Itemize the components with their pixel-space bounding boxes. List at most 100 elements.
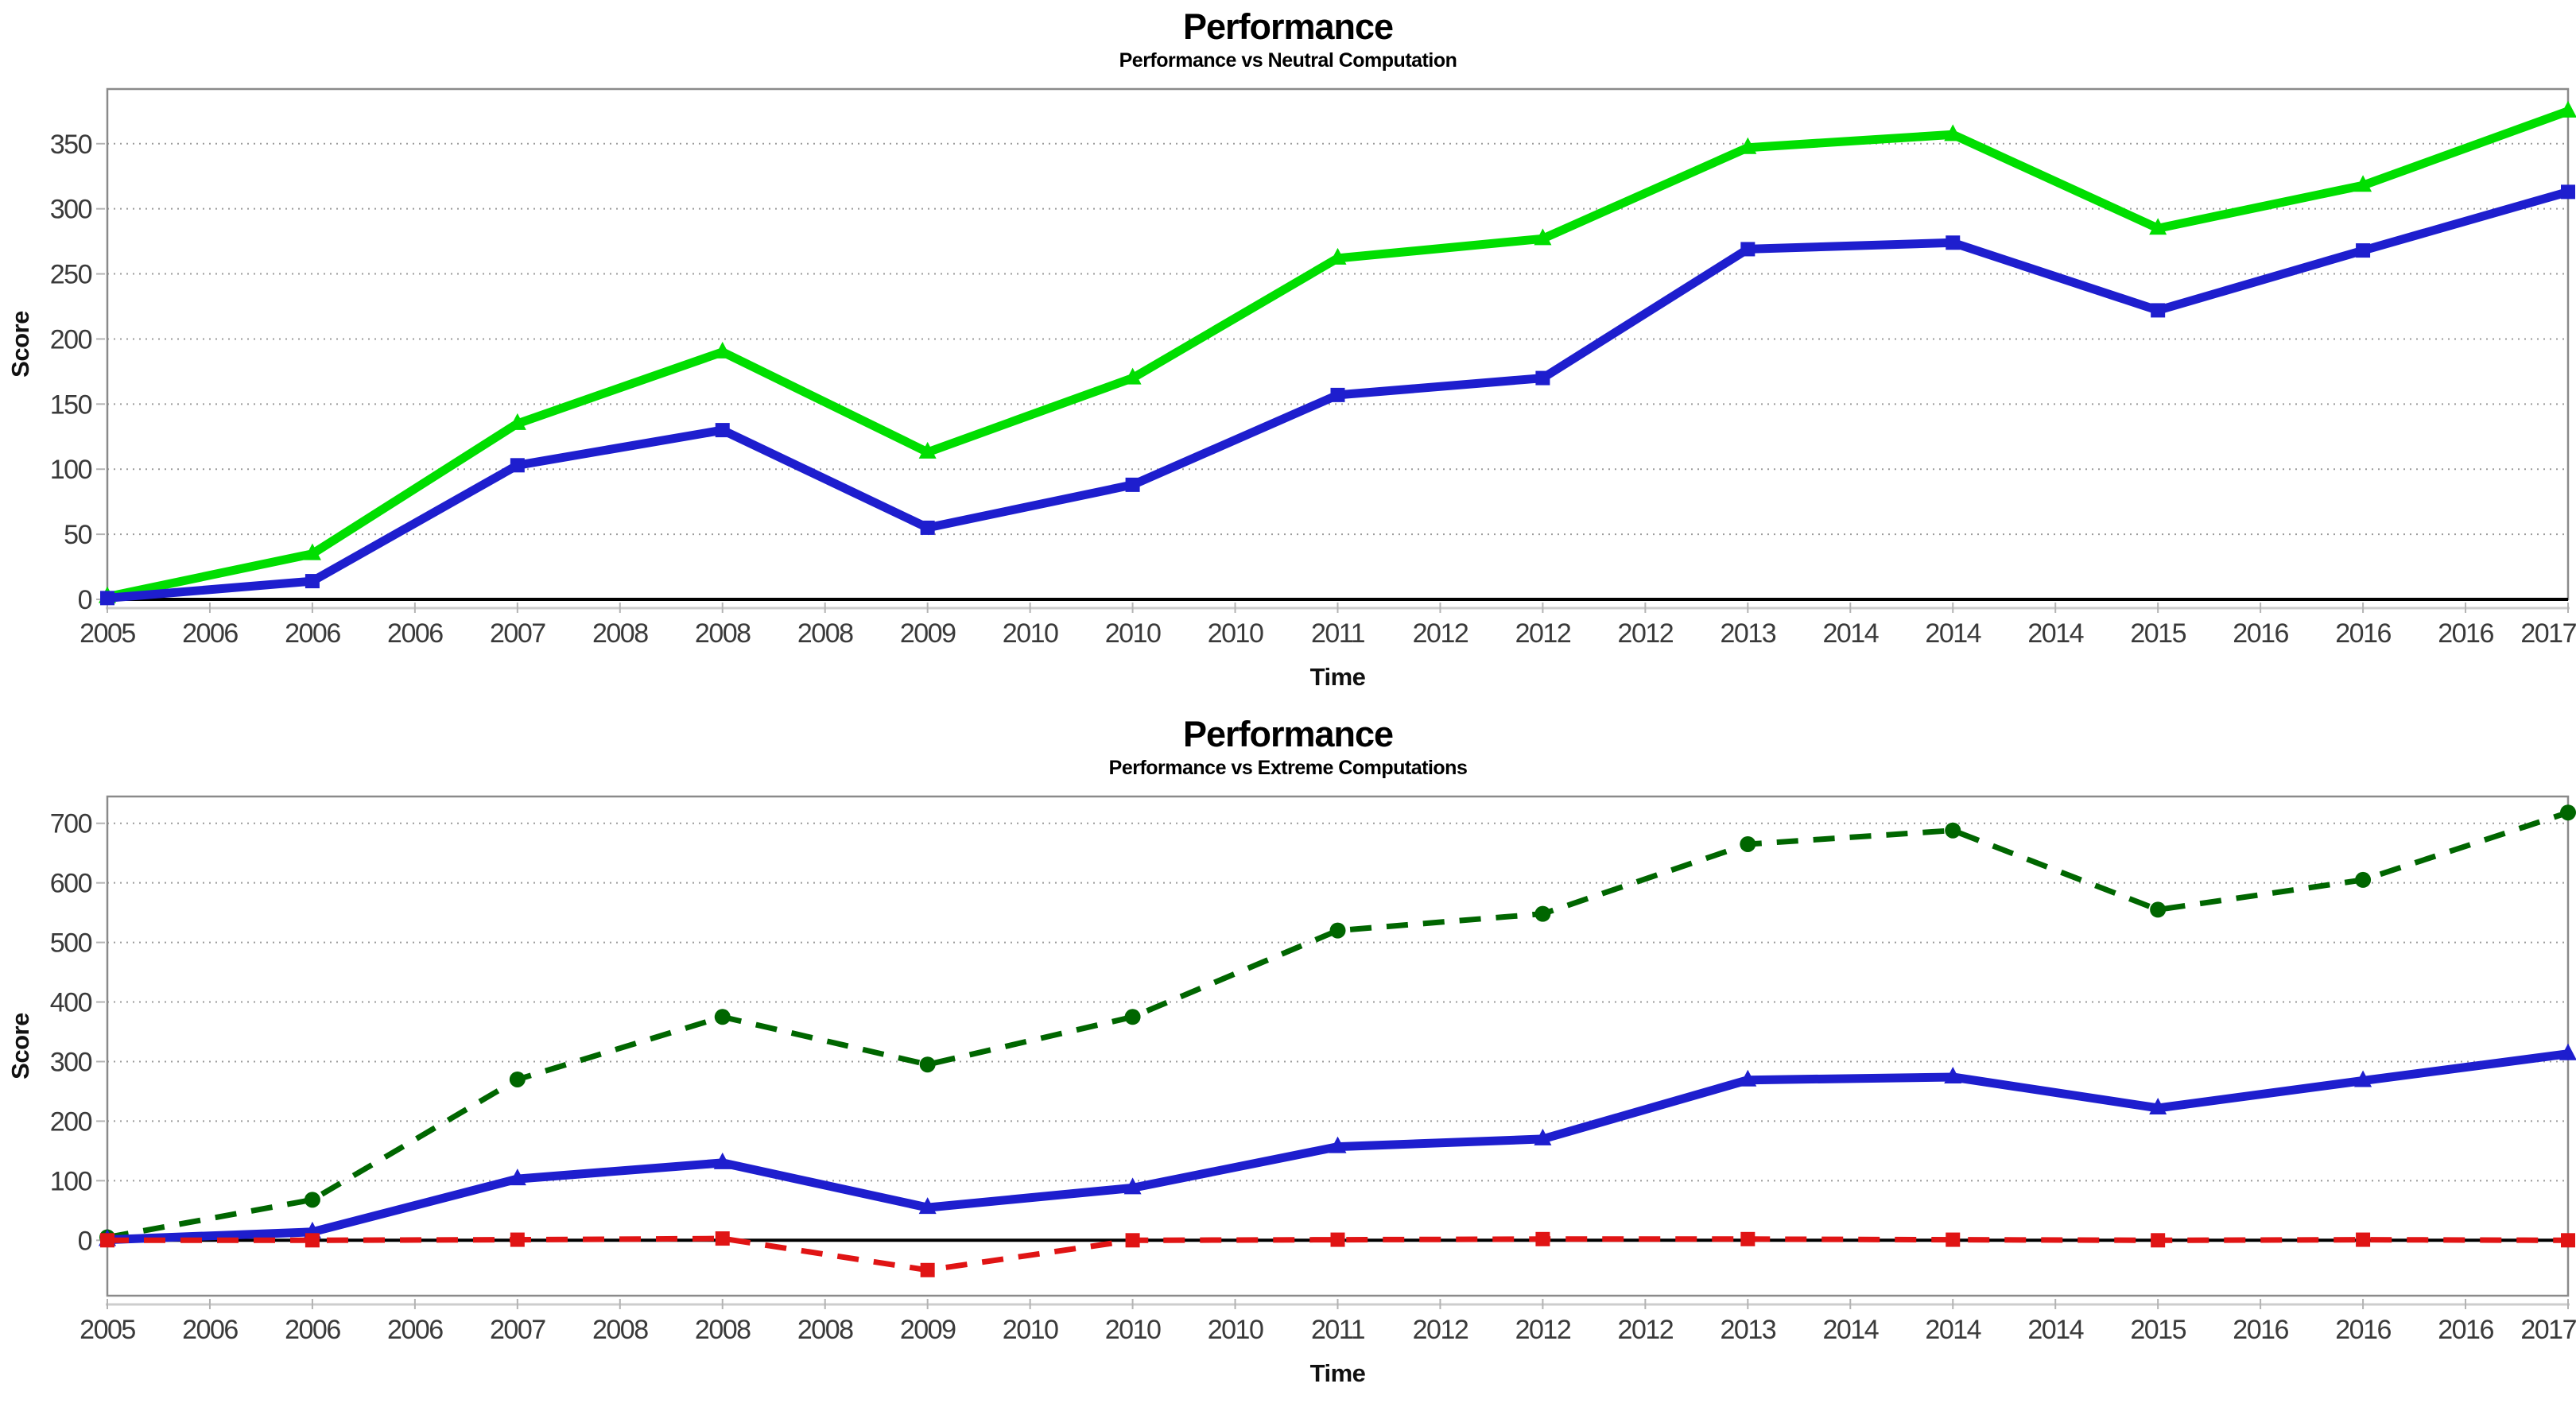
marker-triangle <box>2354 1070 2372 1087</box>
marker-square <box>1125 477 1140 492</box>
x-tick-label: 2012 <box>1618 1315 1674 1345</box>
bottom-chart-title: Performance <box>1182 714 1394 754</box>
marker-triangle <box>1739 1069 1757 1087</box>
x-tick-label: 2014 <box>1925 618 1980 649</box>
marker-circle <box>919 1056 936 1073</box>
marker-square <box>1740 1231 1755 1246</box>
x-axis-label: Time <box>1310 663 1366 687</box>
marker-square <box>100 591 114 606</box>
y-axis-ticks: 0 50 100 150 200 250 300 350 <box>50 130 105 615</box>
marker-square <box>1330 387 1345 402</box>
bottom-chart-subtitle: Performance vs Extreme Computations <box>1108 757 1468 779</box>
y-axis-label: Score <box>6 311 34 378</box>
marker-square <box>2561 1233 2575 1248</box>
marker-circle <box>304 1192 320 1208</box>
marker-circle <box>2355 871 2372 888</box>
marker-square <box>1330 1232 1345 1247</box>
y-tick-label: 50 <box>64 520 91 550</box>
marker-circle <box>1740 835 1756 852</box>
x-tick-label: 2017 <box>2520 618 2576 649</box>
x-tick-label: 2010 <box>1105 1315 1161 1345</box>
series-green-solid <box>99 100 2576 603</box>
x-tick-label: 2007 <box>490 1315 545 1345</box>
y-axis-ticks: 0 100 200 300 400 500 600 700 <box>50 809 105 1256</box>
x-tick-label: 2012 <box>1515 1315 1571 1345</box>
marker-triangle <box>1329 1136 1347 1153</box>
x-tick-label: 2016 <box>2438 618 2493 649</box>
series-line <box>103 107 2573 602</box>
x-tick-label: 2011 <box>1311 1315 1365 1345</box>
x-tick-label: 2007 <box>490 618 545 649</box>
marker-triangle <box>1534 228 1552 246</box>
y-tick-label: 0 <box>78 1226 92 1256</box>
x-tick-label: 2006 <box>182 618 238 649</box>
y-tick-label: 250 <box>50 260 92 290</box>
marker-square <box>2561 184 2575 200</box>
marker-square <box>2151 303 2166 318</box>
marker-circle <box>1534 905 1551 922</box>
x-tick-label: 2013 <box>1721 618 1776 649</box>
x-tick-label: 2009 <box>900 618 956 649</box>
y-tick-label: 200 <box>50 1107 92 1137</box>
gridlines <box>107 822 2568 1242</box>
marker-triangle <box>508 1169 526 1186</box>
marker-circle <box>714 1009 731 1025</box>
marker-circle <box>2150 901 2167 918</box>
marker-circle <box>1329 922 1346 939</box>
plot-border <box>106 795 2570 1297</box>
series-line <box>107 809 2570 1241</box>
top-chart-section: Performance Performance vs Neutral Compu… <box>0 0 2576 687</box>
marker-triangle <box>2354 175 2372 192</box>
series-blue-solid <box>99 1043 2576 1246</box>
x-tick-label: 2013 <box>1721 1315 1776 1345</box>
series-red-dashed <box>100 1231 2575 1277</box>
y-axis-label: Score <box>6 1013 34 1079</box>
marker-triangle <box>1944 1066 1962 1083</box>
x-tick-label: 2014 <box>1822 1315 1878 1345</box>
x-tick-label: 2008 <box>592 1315 648 1345</box>
y-tick-label: 600 <box>50 869 92 899</box>
marker-triangle <box>918 441 937 459</box>
x-tick-label: 2012 <box>1618 618 1674 649</box>
x-tick-label: 2006 <box>285 618 340 649</box>
x-tick-label: 2006 <box>285 1315 340 1345</box>
marker-triangle <box>918 1197 937 1215</box>
marker-square <box>2356 243 2371 258</box>
x-tick-label: 2015 <box>2130 1315 2186 1345</box>
marker-square <box>1946 1232 1961 1247</box>
y-tick-label: 200 <box>50 324 92 355</box>
series-blue-solid <box>100 184 2575 606</box>
bottom-chart-canvas: 2005 2006 2006 2006 2007 2008 2008 2008 2009 2010… <box>6 795 2576 1383</box>
marker-square <box>305 1233 320 1248</box>
marker-triangle <box>303 543 321 560</box>
x-tick-label: 2016 <box>2335 618 2391 649</box>
x-tick-label: 2008 <box>797 1315 853 1345</box>
marker-triangle <box>508 413 526 430</box>
marker-circle <box>509 1071 526 1087</box>
plot-border <box>106 87 2570 601</box>
x-tick-label: 2009 <box>900 1315 956 1345</box>
x-tick-label: 2015 <box>2130 618 2186 649</box>
marker-square <box>920 520 935 535</box>
x-tick-label: 2008 <box>797 618 853 649</box>
y-tick-label: 0 <box>78 585 92 615</box>
x-tick-label: 2011 <box>1311 618 1365 649</box>
marker-triangle <box>713 341 731 359</box>
x-tick-label: 2010 <box>1208 1315 1263 1345</box>
marker-square <box>1946 235 1961 250</box>
marker-triangle <box>2149 218 2167 235</box>
y-tick-label: 500 <box>50 928 92 959</box>
y-tick-label: 400 <box>50 988 92 1018</box>
marker-triangle <box>1534 1128 1552 1145</box>
marker-triangle <box>1329 247 1347 265</box>
marker-square <box>1535 1231 1550 1246</box>
x-tick-label: 2012 <box>1413 1315 1468 1345</box>
top-chart-title: Performance <box>1182 6 1394 47</box>
marker-triangle <box>713 1152 731 1169</box>
marker-square <box>920 1262 935 1277</box>
y-tick-label: 100 <box>50 455 92 485</box>
y-tick-label: 700 <box>50 809 92 839</box>
x-axis-label: Time <box>1310 1359 1366 1383</box>
x-tick-label: 2006 <box>182 1315 238 1345</box>
x-tick-label: 2014 <box>2027 1315 2083 1345</box>
